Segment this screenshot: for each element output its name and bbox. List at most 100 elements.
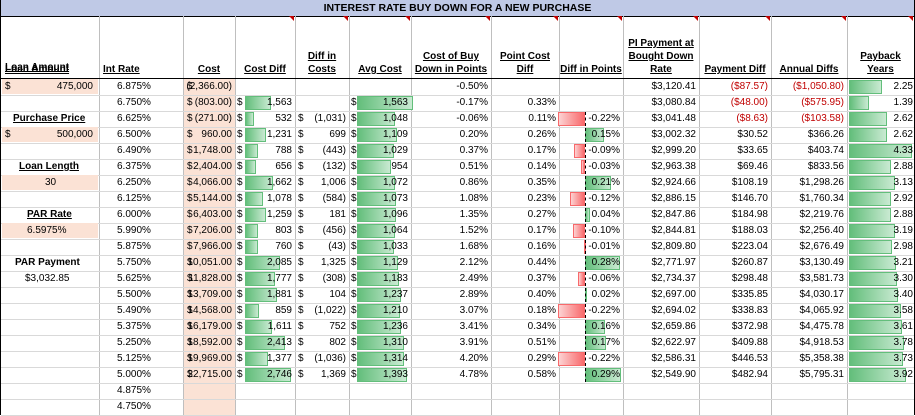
currency-symbol: $ bbox=[187, 305, 193, 316]
sheet-title: INTEREST RATE BUY DOWN FOR A NEW PURCHAS… bbox=[1, 0, 914, 17]
currency-symbol: $ bbox=[351, 337, 357, 348]
avg-cost-bar bbox=[357, 320, 402, 334]
currency-symbol: $ bbox=[237, 353, 243, 364]
table-row: 5.750% $10,051.00 $2,085 $1,325 $1,129 2.12% 0… bbox=[1, 255, 914, 272]
comment-indicator[interactable] bbox=[617, 16, 622, 21]
payment-diff-cell: $338.83 bbox=[731, 305, 768, 316]
currency-symbol: $ bbox=[351, 129, 357, 140]
annual-diff-cell: $366.26 bbox=[807, 129, 844, 140]
column-divider bbox=[559, 16, 560, 415]
table-row: 6.875% $ (2,366.00) -0.50% $3,120.41 ($87.57)… bbox=[1, 79, 914, 96]
purchase-price-field[interactable] bbox=[2, 127, 98, 142]
diff-in-costs-cell: 1,325 bbox=[320, 257, 346, 268]
avg-cost-cell: 1,210 bbox=[382, 305, 408, 316]
currency-symbol: $ bbox=[187, 321, 193, 332]
avg-cost-bar bbox=[357, 272, 400, 286]
annual-diff-cell: $4,475.78 bbox=[799, 321, 845, 332]
payback-cell: 2.62 bbox=[893, 113, 913, 124]
int-rate-cell: 6.490% bbox=[117, 145, 151, 156]
cost-diff-cell: 1,078 bbox=[266, 193, 292, 204]
diff-in-costs-cell: (1,022) bbox=[314, 305, 346, 316]
comment-indicator[interactable] bbox=[289, 16, 294, 21]
avg-cost-cell: 1,109 bbox=[382, 129, 408, 140]
point-cost-diff-cell: 0.11% bbox=[528, 113, 556, 124]
points-cell: 1.68% bbox=[459, 241, 488, 252]
currency-symbol: $ bbox=[351, 321, 357, 332]
diff-points-axis bbox=[585, 224, 586, 238]
table-row: 6.125% $5,144.00 $1,078 $ (584) $1,073 1.08% 0.… bbox=[1, 191, 914, 208]
cost-diff-cell: 1,611 bbox=[267, 321, 292, 332]
comment-indicator[interactable] bbox=[765, 16, 770, 21]
table-row: 5.375% $16,179.00 $1,611 $752 $1,236 3.41% 0.3… bbox=[1, 319, 914, 336]
diff-points-axis bbox=[585, 144, 586, 158]
comment-indicator[interactable] bbox=[485, 16, 490, 21]
diff-in-costs-cell: 181 bbox=[329, 209, 346, 220]
header-cost-diff: Cost Diff bbox=[244, 64, 286, 75]
payback-bar bbox=[849, 368, 907, 382]
payback-bar bbox=[849, 96, 870, 110]
payment-diff-cell bbox=[699, 383, 771, 399]
diff-in-points-cell: -0.01% bbox=[588, 241, 620, 252]
cost-diff-bar bbox=[245, 240, 258, 254]
table-row: 6.375% $2,404.00 $656 $ (132) $954 0.51% 0.14% -… bbox=[1, 159, 914, 176]
cost-diff-bar bbox=[245, 112, 254, 126]
comment-indicator[interactable] bbox=[405, 16, 410, 21]
payment-diff-cell: ($87.57) bbox=[730, 81, 768, 92]
currency-symbol: $ bbox=[298, 305, 304, 316]
currency-symbol: $ bbox=[237, 193, 243, 204]
cost-diff-cell: 1,777 bbox=[266, 273, 292, 284]
diff-in-costs-cell: 104 bbox=[329, 289, 346, 300]
payback-bar bbox=[849, 304, 902, 318]
diff-in-points-cell: -0.22% bbox=[588, 305, 620, 316]
cost-diff-bar bbox=[245, 128, 266, 142]
points-cell: 2.89% bbox=[459, 289, 488, 300]
currency-symbol: $ bbox=[351, 369, 357, 380]
avg-cost-bar bbox=[357, 368, 407, 382]
purchase-price-label: Purchase Price bbox=[13, 113, 86, 124]
comment-indicator[interactable] bbox=[908, 16, 913, 21]
par-payment-value: $3,032.85 bbox=[25, 273, 70, 284]
cost-diff-bar bbox=[245, 256, 280, 270]
currency-symbol: $ bbox=[187, 353, 193, 364]
point-cost-diff-cell bbox=[491, 79, 559, 95]
diff-points-axis bbox=[585, 176, 586, 190]
par-rate-field[interactable] bbox=[2, 223, 98, 238]
cost-diff-cell: 656 bbox=[275, 161, 292, 172]
point-cost-diff-cell: 0.27% bbox=[527, 209, 556, 220]
diff-in-points-cell: -0.22% bbox=[588, 353, 620, 364]
cost-diff-cell: 788 bbox=[275, 145, 292, 156]
cost-diff-cell: 1,563 bbox=[266, 97, 292, 108]
loan-length-field[interactable] bbox=[2, 175, 98, 190]
currency-symbol: $ bbox=[187, 193, 193, 204]
table-row: 6.250% $4,066.00 $1,662 $1,006 $1,072 0.86% 0.… bbox=[1, 175, 914, 192]
column-divider bbox=[491, 16, 492, 415]
payback-cell: 2.92 bbox=[893, 193, 913, 204]
currency-symbol: $ bbox=[187, 241, 193, 252]
currency-symbol: $ bbox=[237, 321, 243, 332]
currency-symbol: $ bbox=[187, 97, 193, 108]
diff-points-axis bbox=[585, 160, 586, 174]
payback-cell: 3.58 bbox=[893, 305, 913, 316]
cost-diff-cell: 803 bbox=[275, 225, 292, 236]
cost-diff-cell: 2,085 bbox=[266, 257, 292, 268]
loan-length-value: 30 bbox=[45, 177, 57, 188]
diff-in-points-cell: 0.17% bbox=[591, 337, 620, 348]
header-underline bbox=[1, 78, 914, 79]
diff-points-bar bbox=[557, 304, 585, 318]
comment-indicator[interactable] bbox=[553, 16, 558, 21]
payback-bar bbox=[849, 208, 891, 222]
int-rate-cell: 6.625% bbox=[117, 113, 151, 124]
avg-cost-cell: 1,129 bbox=[382, 257, 408, 268]
pi-payment-cell: $3,080.84 bbox=[651, 97, 697, 108]
loan-amount-field[interactable] bbox=[2, 79, 98, 94]
comment-indicator[interactable] bbox=[343, 16, 348, 21]
comment-indicator[interactable] bbox=[841, 16, 846, 21]
diff-points-axis bbox=[585, 352, 586, 366]
annual-diff-cell bbox=[771, 383, 847, 399]
comment-indicator[interactable] bbox=[693, 16, 698, 21]
table-row: 5.625% $11,828.00 $1,777 $ (308) $1,183 2.49% 0… bbox=[1, 271, 914, 288]
cost-diff-cell: 2,413 bbox=[266, 337, 292, 348]
currency-symbol: $ bbox=[298, 113, 304, 124]
pi-payment-cell: $2,886.15 bbox=[651, 193, 697, 204]
int-rate-cell: 5.625% bbox=[117, 273, 151, 284]
